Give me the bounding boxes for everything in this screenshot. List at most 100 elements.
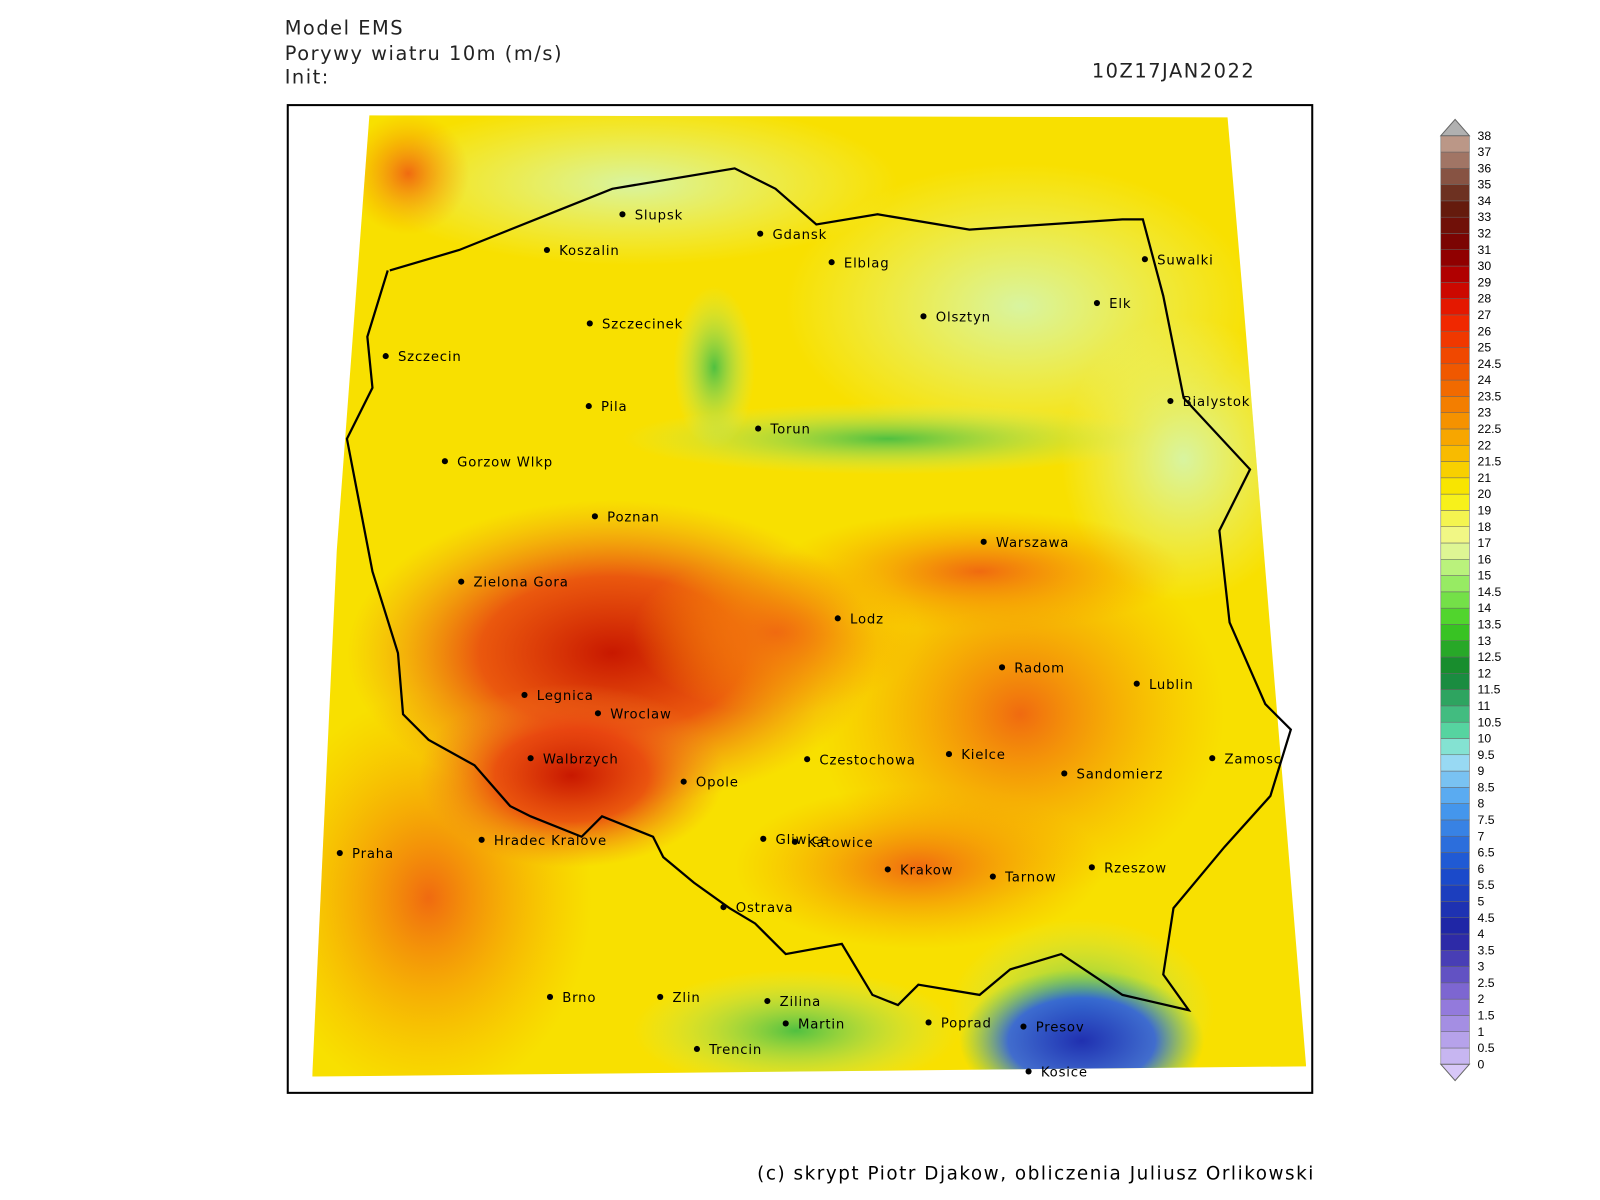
colorbar-label: 18 (1478, 520, 1492, 534)
city-labels: Slupsk Koszalin Gdansk Elblag Suwalki Olsztyn… (336, 208, 1281, 1081)
colorbar-segment (1440, 982, 1470, 1000)
city-label: Sandomierz (1077, 768, 1164, 783)
colorbar-segment (1440, 168, 1470, 185)
colorbar-segment (1440, 901, 1470, 918)
colorbar-label: 37 (1478, 145, 1492, 159)
city-marker (1025, 1068, 1032, 1075)
colorbar-label: 26 (1478, 324, 1492, 338)
colorbar-segment (1440, 721, 1470, 739)
city-label: Gorzow Wlkp (457, 455, 553, 470)
colorbar-segment (1440, 379, 1470, 397)
city-marker (546, 993, 554, 1000)
colorbar-label: 10 (1478, 732, 1492, 746)
colorbar-label: 2 (1478, 992, 1485, 1006)
colorbar-segment (1440, 1047, 1470, 1065)
colorbar-label: 15 (1478, 569, 1492, 583)
colorbar-label: 38 (1478, 129, 1492, 143)
city-label: Wroclaw (610, 707, 671, 722)
city-label: Czestochowa (819, 753, 915, 768)
colorbar-segment (1440, 966, 1470, 984)
colorbar: 00.511.522.533.544.555.566.577.588.599.5… (1439, 118, 1502, 1082)
city-label: Zamosc (1224, 752, 1281, 767)
colorbar-segment (1440, 852, 1470, 870)
colorbar-label: 1 (1478, 1025, 1485, 1039)
colorbar-min-arrow (1439, 1063, 1471, 1082)
city-label: Elk (1109, 297, 1131, 312)
colorbar-segment (1440, 249, 1470, 267)
city-marker (585, 403, 592, 410)
city-label: Praha (352, 847, 394, 862)
city-label: Tarnow (1004, 871, 1056, 886)
city-label: Opole (696, 776, 739, 791)
colorbar-segment (1440, 559, 1470, 576)
colorbar-segment (1440, 835, 1470, 853)
city-marker (680, 778, 687, 785)
colorbar-label: 0 (1478, 1057, 1485, 1071)
city-label: Torun (769, 423, 810, 438)
colorbar-label: 11.5 (1478, 683, 1501, 697)
city-marker (382, 353, 389, 360)
init-label: Init: (285, 66, 330, 89)
colorbar-segment (1440, 363, 1470, 381)
city-label: Suwalki (1157, 253, 1214, 268)
city-label: Katowice (807, 836, 873, 851)
colorbar-label: 19 (1478, 503, 1492, 517)
colorbar-label: 28 (1478, 292, 1492, 306)
wind-field (312, 115, 1307, 1077)
colorbar-label: 8 (1478, 797, 1485, 811)
colorbar-label: 10.5 (1478, 715, 1502, 729)
city-marker (591, 513, 598, 520)
city-label: Lublin (1149, 678, 1194, 693)
colorbar-segment (1440, 461, 1470, 479)
colorbar-label: 6 (1478, 862, 1485, 876)
city-marker (1133, 680, 1140, 687)
colorbar-max-arrow (1439, 118, 1471, 137)
city-marker (804, 756, 811, 763)
city-label: Szczecinek (602, 318, 683, 333)
city-label: Radom (1014, 661, 1065, 676)
city-label: Lodz (850, 612, 884, 627)
city-marker (925, 1019, 932, 1026)
city-marker (920, 313, 927, 320)
colorbar-label: 9 (1478, 764, 1485, 778)
city-label: Zlin (672, 991, 700, 1006)
city-label: Pila (601, 400, 627, 415)
colorbar-segment (1440, 330, 1470, 348)
city-label: Walbrzych (543, 752, 619, 767)
city-marker (478, 836, 485, 843)
city-marker (521, 691, 528, 698)
colorbar-label: 36 (1478, 161, 1492, 175)
city-label: Kosice (1041, 1066, 1088, 1081)
city-marker (1209, 755, 1216, 762)
colorbar-label: 4 (1478, 927, 1485, 941)
city-label: Trencin (708, 1043, 762, 1058)
colorbar-label: 33 (1478, 210, 1492, 224)
colorbar-segment (1440, 493, 1470, 511)
city-marker (586, 320, 593, 327)
colorbar-label: 29 (1478, 275, 1492, 289)
city-marker (441, 458, 448, 465)
city-label: Legnica (537, 689, 594, 704)
city-label: Zielona Gora (473, 576, 568, 591)
city-label: Szczecin (398, 350, 462, 365)
colorbar-segment (1440, 396, 1470, 413)
city-marker (594, 710, 602, 717)
colorbar-label: 23 (1478, 406, 1492, 420)
colorbar-label: 35 (1478, 178, 1492, 192)
colorbar-segment (1440, 819, 1470, 837)
city-marker (1088, 864, 1095, 871)
colorbar-label: 31 (1478, 243, 1492, 257)
colorbar-label: 13.5 (1478, 618, 1502, 632)
colorbar-segment (1440, 705, 1470, 723)
city-marker (760, 835, 767, 842)
colorbar-segment (1440, 884, 1470, 902)
colorbar-segment (1440, 184, 1470, 202)
colorbar-label: 5.5 (1478, 878, 1495, 892)
city-marker (720, 904, 727, 911)
colorbar-segment (1440, 803, 1470, 821)
city-label: Olsztyn (936, 310, 991, 325)
city-marker (755, 425, 762, 432)
city-marker (980, 538, 987, 545)
colorbar-label: 16 (1478, 552, 1492, 566)
city-label: Poznan (607, 510, 659, 525)
